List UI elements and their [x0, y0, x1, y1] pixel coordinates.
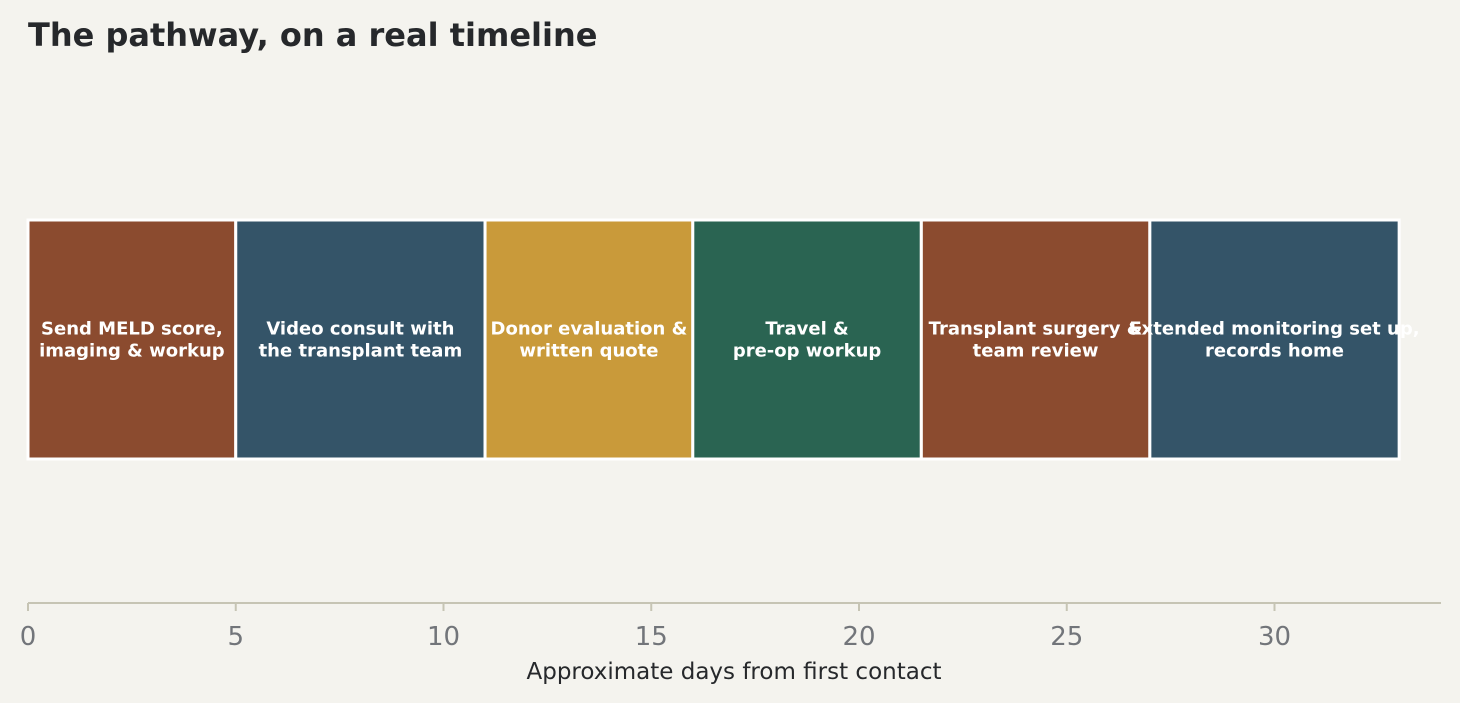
x-axis: 0 5 10 15 20 25 30 [20, 602, 1441, 652]
segment-label-line: team review [973, 341, 1099, 362]
x-tick-label: 20 [842, 622, 875, 652]
segment-label-line: Send MELD score, [41, 319, 223, 340]
segment-label-line: imaging & workup [39, 341, 225, 362]
segment-label-line: Donor evaluation & [491, 319, 688, 340]
timeline-segment [1148, 218, 1401, 461]
segment-label-line: Video consult with [266, 319, 454, 340]
timeline-segment [234, 218, 487, 461]
timeline-segment [691, 218, 923, 461]
segment-label: Travel & pre-op workup [733, 319, 882, 362]
segment-label-line: records home [1205, 341, 1344, 362]
timeline-segments: Send MELD score, imaging & workup Video co… [26, 218, 1420, 461]
segment-label-line: the transplant team [259, 341, 463, 362]
segment-label: Extended monitoring set up, records home [1129, 319, 1419, 362]
segment-label-line: Travel & [765, 319, 848, 340]
segment-label-line: pre-op workup [733, 341, 882, 362]
segment-label-line: Extended monitoring set up, [1129, 319, 1419, 340]
x-tick-label: 5 [227, 622, 244, 652]
timeline-segment [919, 218, 1152, 461]
x-tick-label: 10 [427, 622, 460, 652]
x-tick-label: 15 [635, 622, 668, 652]
segment-label-line: written quote [519, 341, 658, 362]
segment-label-line: Transplant surgery & [929, 319, 1143, 340]
timeline-segment [26, 218, 238, 461]
segment-label: Donor evaluation & written quote [491, 319, 688, 362]
segment-label: Send MELD score, imaging & workup [39, 319, 225, 362]
x-axis-label: Approximate days from first contact [527, 659, 942, 685]
segment-label: Video consult with the transplant team [259, 319, 463, 362]
x-tick-label: 25 [1050, 622, 1083, 652]
x-tick-label: 0 [20, 622, 37, 652]
x-tick-label: 30 [1258, 622, 1291, 652]
timeline-segment [483, 218, 695, 461]
segment-label: Transplant surgery & team review [929, 319, 1143, 362]
chart-title: The pathway, on a real timeline [28, 16, 597, 54]
